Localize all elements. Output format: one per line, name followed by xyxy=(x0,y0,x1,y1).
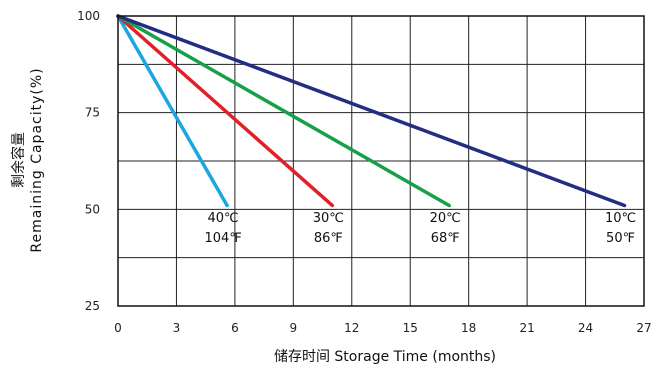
x-tick-label: 3 xyxy=(173,321,181,335)
curve-labels: 40℃ 104℉ 30℃ 86℉ 20℃ 68℉ 10℃ 50℉ xyxy=(205,211,637,246)
y-axis-title-cn: 剩余容量 xyxy=(10,132,27,188)
x-tick-label: 18 xyxy=(461,321,476,335)
y-tick-label: 75 xyxy=(85,106,100,120)
x-tick-label: 12 xyxy=(344,321,359,335)
y-axis-title: 剩余容量 Remaining Capacity(%) xyxy=(10,67,45,252)
x-tick-label: 15 xyxy=(403,321,418,335)
x-axis-title: 储存时间 Storage Time (months) xyxy=(274,349,496,365)
x-tick-label: 27 xyxy=(636,321,651,335)
x-tick-label: 21 xyxy=(519,321,534,335)
y-tick-label: 50 xyxy=(85,202,100,216)
series-line-2 xyxy=(116,14,451,208)
y-tick-labels: 25 50 75 100 xyxy=(77,9,100,313)
plot-border xyxy=(117,15,645,307)
y-tick-label: 25 xyxy=(85,299,100,313)
curve-label-celsius-1: 30℃ xyxy=(313,211,344,226)
y-tick-label: 100 xyxy=(77,9,100,23)
series-line-0 xyxy=(116,14,229,208)
x-tick-label: 0 xyxy=(114,321,122,335)
curve-label-fahrenheit-3: 50℉ xyxy=(606,231,635,246)
curve-label-fahrenheit-2: 68℉ xyxy=(431,231,460,246)
x-tick-labels: 0 3 6 9 12 15 18 21 24 27 xyxy=(114,321,651,335)
curve-label-fahrenheit-0: 104℉ xyxy=(205,231,242,246)
plot-frame xyxy=(117,15,645,307)
curve-label-celsius-3: 10℃ xyxy=(605,211,636,226)
x-tick-label: 9 xyxy=(290,321,298,335)
x-tick-label: 6 xyxy=(231,321,239,335)
series-lines xyxy=(116,14,627,208)
curve-label-celsius-0: 40℃ xyxy=(208,211,239,226)
y-axis-title-en: Remaining Capacity(%) xyxy=(29,67,45,252)
x-tick-label: 24 xyxy=(578,321,593,335)
curve-label-fahrenheit-1: 86℉ xyxy=(314,231,343,246)
series-line-3 xyxy=(116,14,627,208)
curve-label-celsius-2: 20℃ xyxy=(430,211,461,226)
series-line-1 xyxy=(116,14,335,208)
